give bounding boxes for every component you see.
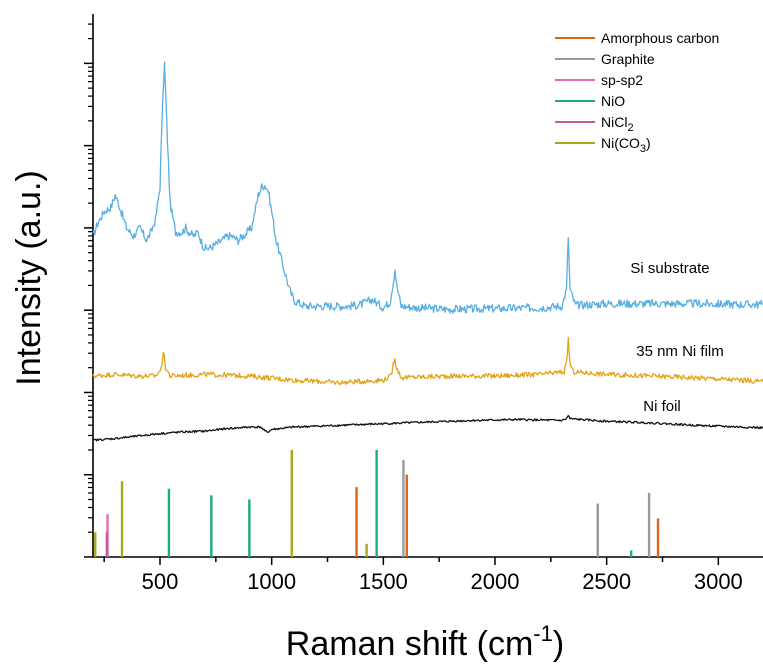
reference-lines [94, 450, 660, 557]
x-tick-label: 500 [142, 569, 179, 594]
x-tick-label: 2000 [471, 569, 520, 594]
series-line-1 [92, 336, 763, 386]
legend-label: Amorphous carbon [601, 30, 719, 46]
x-tick-label: 3000 [694, 569, 743, 594]
series-line-2 [92, 414, 763, 442]
trace-label: Ni foil [643, 398, 681, 415]
trace-labels: Si substrate 35 nm Ni film Ni foil [630, 260, 723, 415]
trace-label: Si substrate [630, 260, 709, 277]
legend-label: sp-sp2 [601, 72, 643, 88]
legend-label: NiCl2 [601, 114, 634, 134]
legend: Amorphous carbon Graphite sp-sp2 NiO NiCl2Ni… [555, 30, 719, 155]
x-axis-title: Raman shift (cm-1) [286, 621, 564, 663]
legend-label: Graphite [601, 51, 655, 67]
legend-label: NiO [601, 93, 625, 109]
spectra [92, 61, 763, 442]
series-line-0 [92, 61, 763, 314]
x-tick-label: 2500 [582, 569, 631, 594]
axes: 500 1000 1500 2000 2500 3000 [84, 14, 763, 594]
trace-label: 35 nm Ni film [636, 343, 724, 360]
legend-label: Ni(CO3) [601, 135, 651, 155]
x-tick-label: 1500 [359, 569, 408, 594]
x-tick-label: 1000 [247, 569, 296, 594]
y-axis-title: Intensity (a.u.) [10, 170, 48, 385]
